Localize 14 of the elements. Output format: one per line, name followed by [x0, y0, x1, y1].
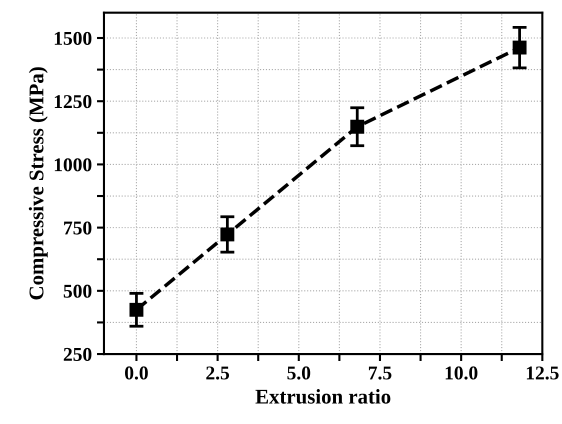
y-tick-label: 750 [64, 221, 92, 235]
x-tick-label: 2.5 [206, 366, 230, 380]
x-tick-label: 12.5 [526, 366, 559, 380]
x-tick-label: 0.0 [125, 366, 148, 380]
y-tick-label: 1250 [54, 95, 92, 108]
x-tick-label: 10.0 [446, 366, 478, 380]
y-tick-label: 500 [64, 284, 92, 298]
x-tick-label: 5.0 [287, 366, 310, 380]
x-tick-label: 7.5 [368, 366, 392, 380]
x-axis-title: Extrusion ratio [256, 389, 390, 404]
y-axis-title: Compressive Stress (MPa) [28, 67, 48, 300]
y-tick-label: 1000 [54, 158, 92, 172]
y-tick-label: 250 [64, 348, 92, 361]
y-tick-label: 1500 [54, 32, 92, 45]
